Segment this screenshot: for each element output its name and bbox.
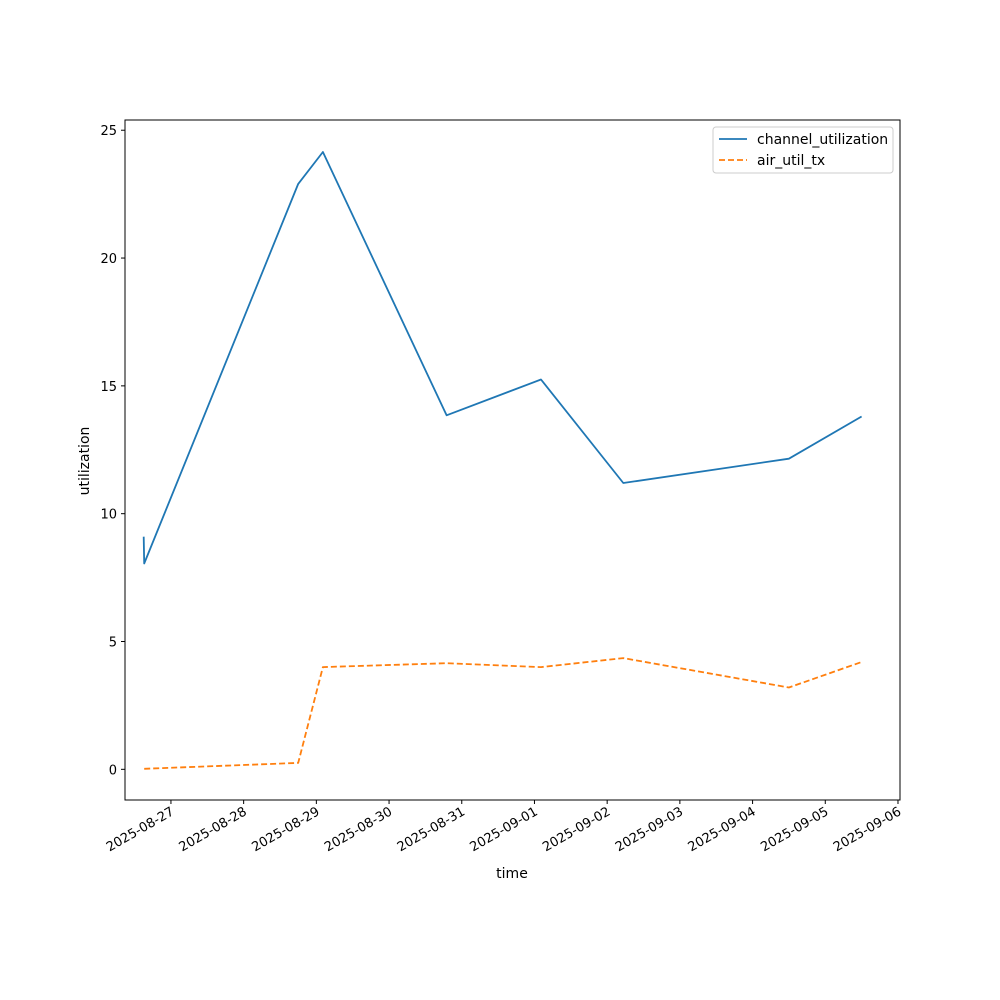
- x-tick-label: 2025-09-05: [758, 804, 831, 855]
- y-tick-label: 20: [100, 252, 117, 267]
- y-tick-label: 0: [109, 763, 117, 778]
- x-tick-label: 2025-09-06: [831, 804, 904, 855]
- y-tick-label: 25: [100, 124, 117, 139]
- x-tick-label: 2025-08-28: [177, 804, 250, 855]
- series-layer: [142, 151, 863, 770]
- plot-frame: [124, 119, 901, 801]
- plot-background: [125, 120, 900, 800]
- legend-label: air_util_tx: [757, 153, 825, 169]
- series-line-air-util-tx: [144, 657, 862, 770]
- x-tick-label: 2025-08-27: [104, 804, 177, 855]
- x-axis-label: time: [496, 866, 528, 882]
- x-tick-label: 2025-09-01: [468, 804, 541, 855]
- x-tick-label: 2025-09-03: [613, 804, 686, 855]
- x-tick-label: 2025-08-31: [395, 804, 468, 855]
- y-axis: 0 5 10 15 20 25: [100, 124, 125, 778]
- y-tick-label: 10: [100, 508, 117, 523]
- series-line-channel-utilization: [142, 151, 863, 565]
- y-axis-label: utilization: [77, 427, 93, 496]
- legend: channel_utilization air_util_tx: [712, 126, 894, 174]
- x-axis: 2025-08-27 2025-08-28 2025-08-29 2025-08-30…: [104, 800, 904, 855]
- legend-label: channel_utilization: [757, 132, 888, 148]
- x-tick-label: 2025-08-29: [249, 804, 322, 855]
- x-tick-label: 2025-09-04: [686, 804, 759, 855]
- x-tick-label: 2025-08-30: [322, 804, 395, 855]
- y-tick-label: 15: [100, 380, 117, 395]
- x-tick-label: 2025-09-02: [540, 804, 613, 855]
- y-tick-label: 5: [109, 636, 117, 651]
- legend-box: [712, 126, 894, 174]
